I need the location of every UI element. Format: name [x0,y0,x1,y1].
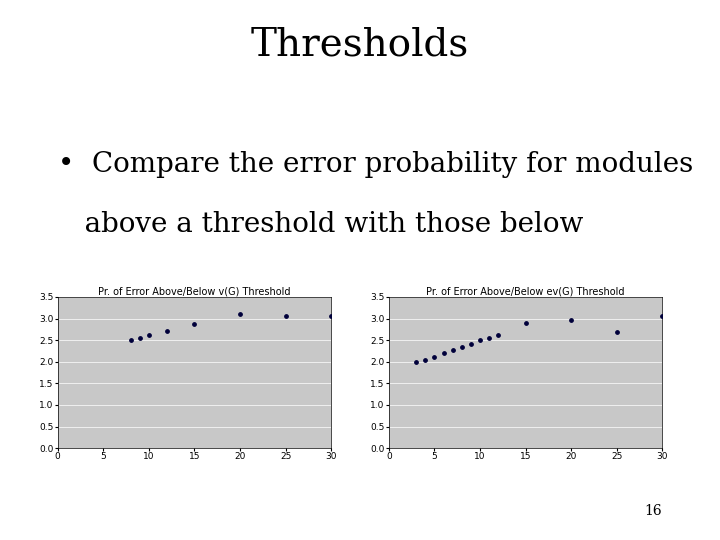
Point [420,355,431,364]
Text: 16: 16 [645,504,662,518]
Point [611,327,623,336]
Point [280,312,292,321]
Point [492,330,504,339]
Point [657,312,668,321]
Point [325,312,337,321]
Point [143,330,155,339]
Title: Pr. of Error Above/Below v(G) Threshold: Pr. of Error Above/Below v(G) Threshold [98,286,291,296]
Point [456,342,467,351]
Text: above a threshold with those below: above a threshold with those below [58,211,583,238]
Point [483,334,495,342]
Point [465,339,477,348]
Text: •  Compare the error probability for modules: • Compare the error probability for modu… [58,151,693,178]
Point [134,334,145,342]
Point [428,353,440,362]
Point [474,336,486,345]
Point [447,346,459,354]
Point [438,349,449,357]
Point [565,315,577,324]
Point [161,326,173,335]
Title: Pr. of Error Above/Below ev(G) Threshold: Pr. of Error Above/Below ev(G) Threshold [426,286,625,296]
Point [234,310,246,319]
Point [520,319,531,327]
Point [189,320,200,328]
Text: Thresholds: Thresholds [251,27,469,64]
Point [410,357,422,366]
Point [125,336,136,345]
